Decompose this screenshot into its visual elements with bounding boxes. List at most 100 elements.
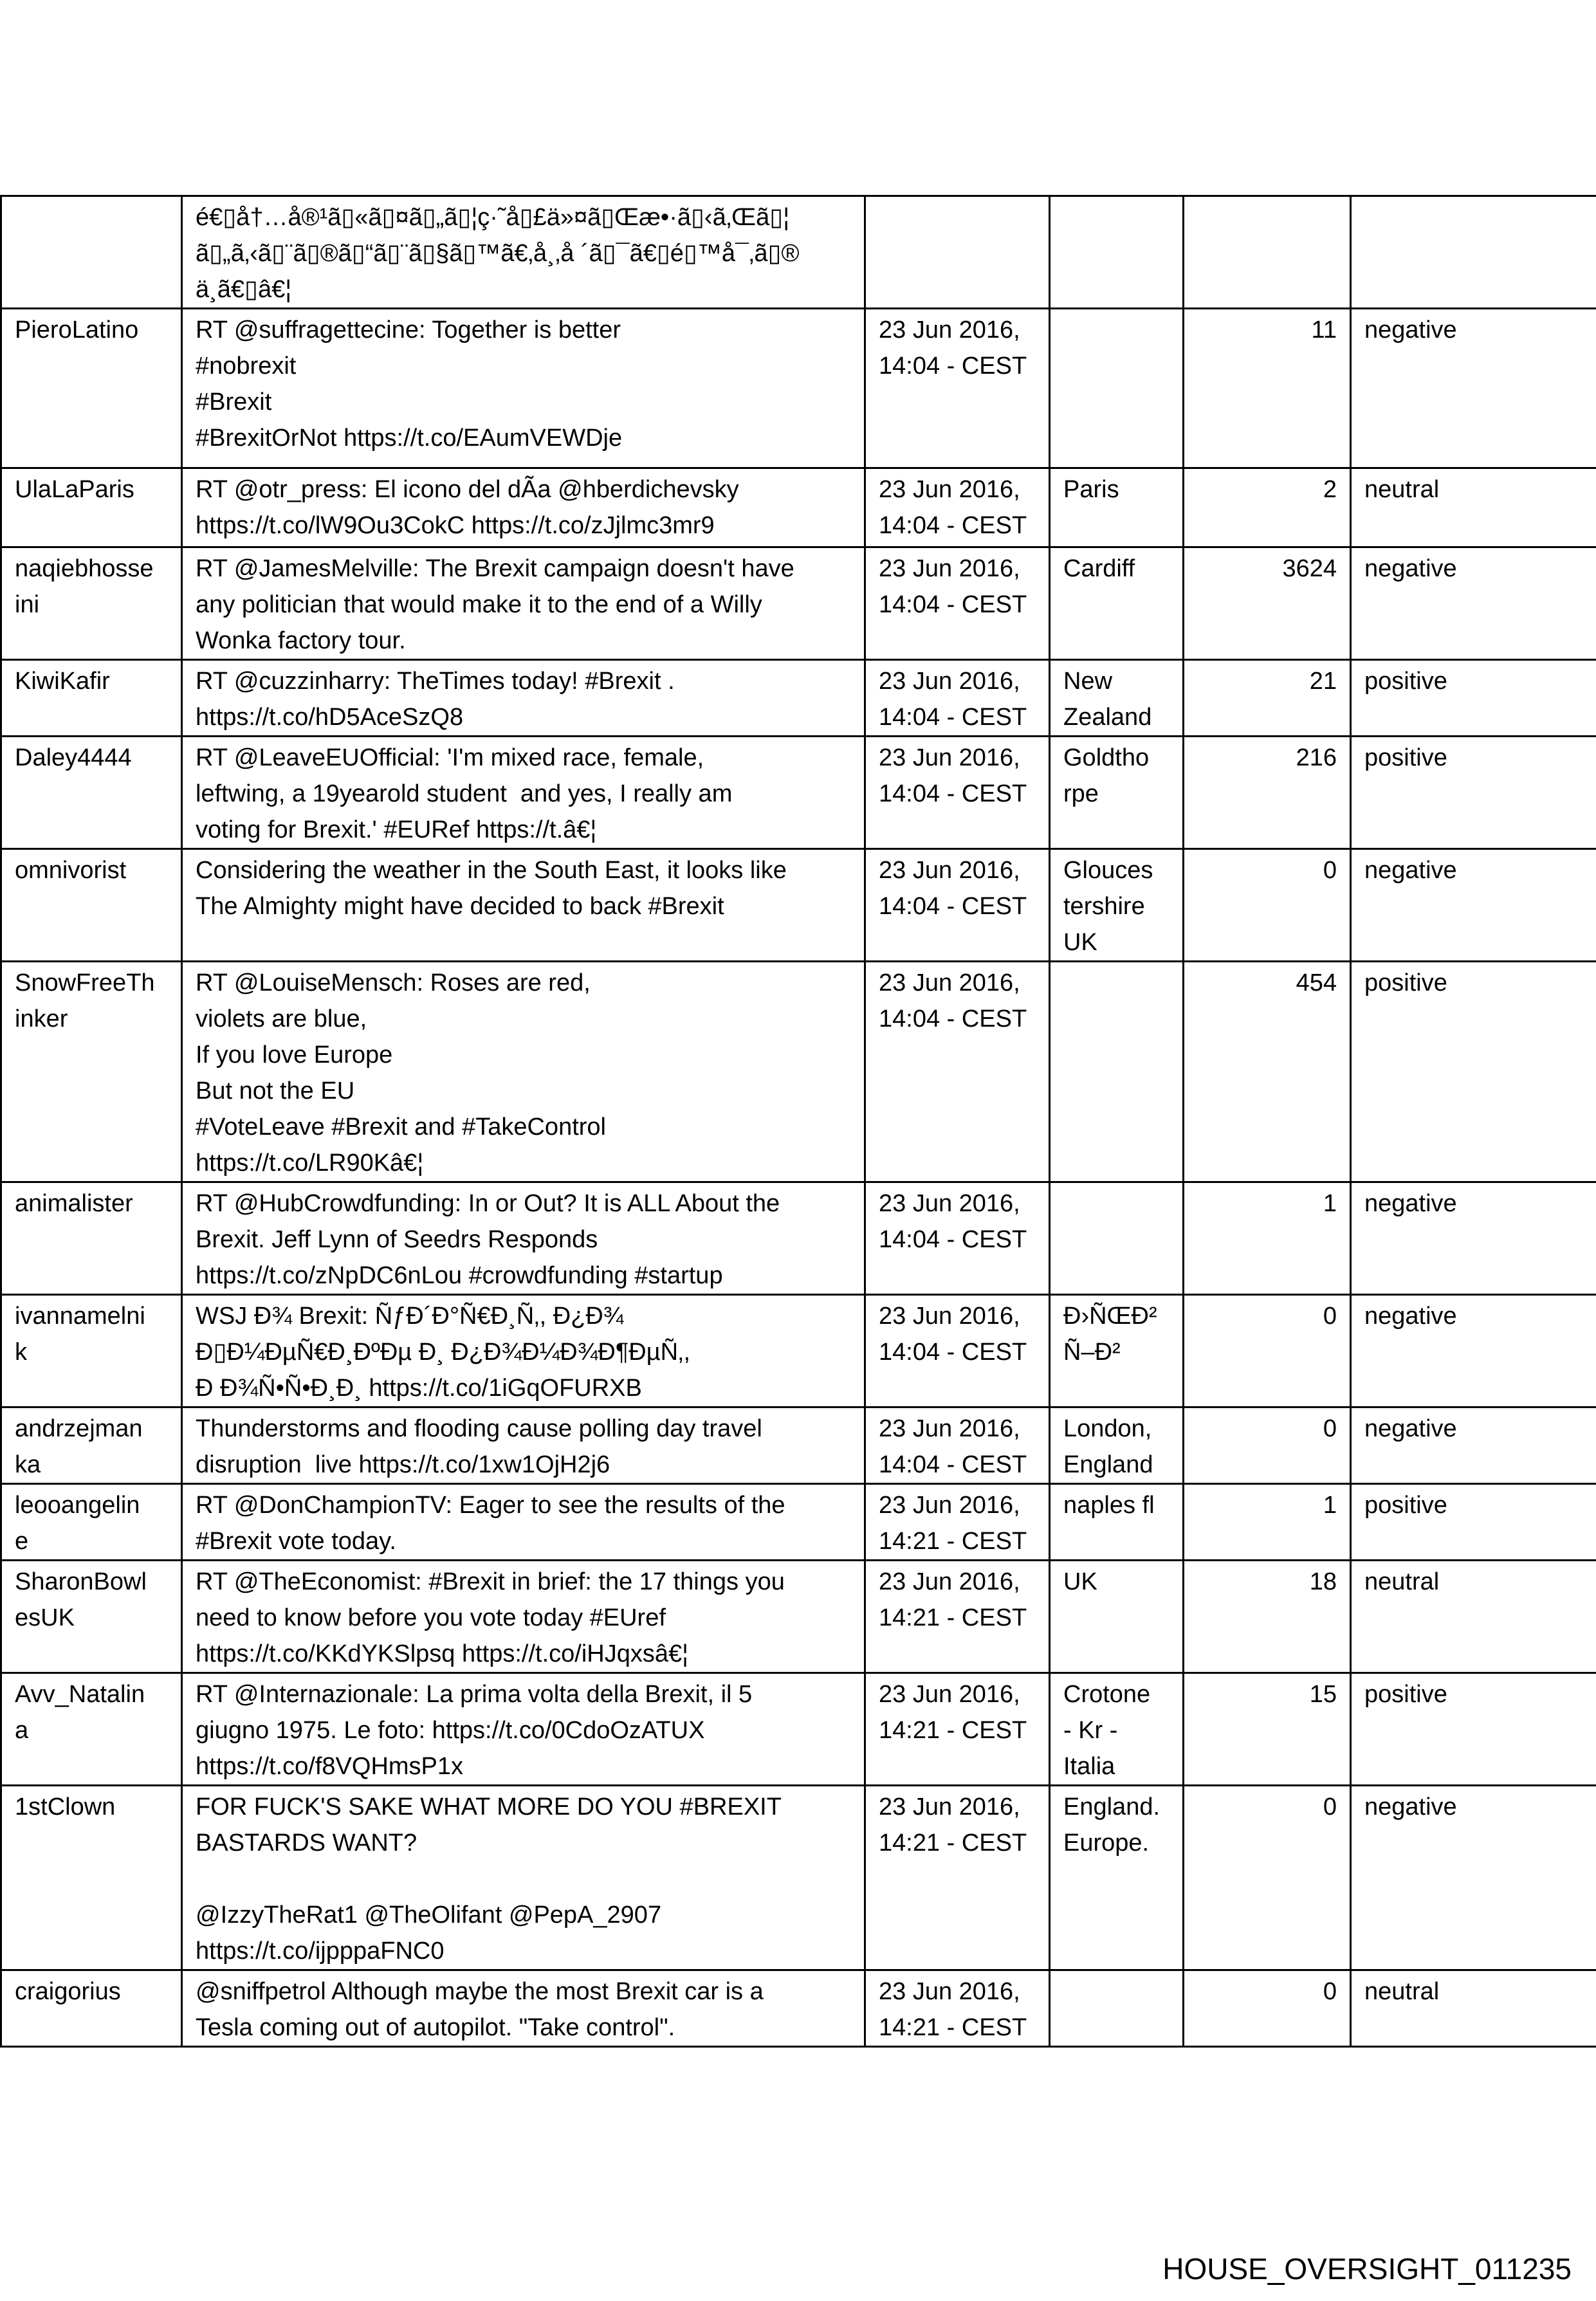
username-cell: animalister bbox=[0, 1181, 183, 1296]
sentiment-cell: negative bbox=[1350, 546, 1596, 661]
username-cell: PieroLatino bbox=[0, 307, 183, 469]
tweet-text-cell: RT @LouiseMensch: Roses are red, violets… bbox=[181, 960, 866, 1183]
retweet-count-cell: 216 bbox=[1182, 735, 1352, 850]
table-row: 1stClown FOR FUCK'S SAKE WHAT MORE DO YOU… bbox=[0, 1784, 1596, 1971]
table-row: UlaLaParis RT @otr_press: El icono del dÃ… bbox=[0, 467, 1596, 548]
date-cell: 23 Jun 2016, 14:04 - CEST bbox=[864, 546, 1050, 661]
table-row: Avv_Natalin a RT @Internazionale: La prim… bbox=[0, 1672, 1596, 1786]
username-cell: ivannamelni k bbox=[0, 1294, 183, 1408]
retweet-count-cell: 18 bbox=[1182, 1559, 1352, 1674]
username-cell: craigorius bbox=[0, 1969, 183, 2048]
table-row: SnowFreeTh inker RT @LouiseMensch: Roses … bbox=[0, 960, 1596, 1183]
location-cell bbox=[1049, 1969, 1184, 2048]
username-cell: leooangelin e bbox=[0, 1483, 183, 1561]
date-cell: 23 Jun 2016, 14:04 - CEST bbox=[864, 1294, 1050, 1408]
retweet-count-cell: 0 bbox=[1182, 1294, 1352, 1408]
sentiment-cell: negative bbox=[1350, 307, 1596, 469]
table-row: PieroLatino RT @suffragettecine: Together… bbox=[0, 307, 1596, 469]
sentiment-cell: negative bbox=[1350, 848, 1596, 962]
date-cell: 23 Jun 2016, 14:04 - CEST bbox=[864, 659, 1050, 737]
sentiment-cell: neutral bbox=[1350, 1559, 1596, 1674]
table-row: KiwiKafir RT @cuzzinharry: TheTimes today… bbox=[0, 659, 1596, 737]
table-row: SharonBowl esUK RT @TheEconomist: #Brexit… bbox=[0, 1559, 1596, 1674]
location-cell: Cardiff bbox=[1049, 546, 1184, 661]
username-cell: UlaLaParis bbox=[0, 467, 183, 548]
location-cell: Paris bbox=[1049, 467, 1184, 548]
date-cell: 23 Jun 2016, 14:21 - CEST bbox=[864, 1672, 1050, 1786]
sentiment-cell: negative bbox=[1350, 1181, 1596, 1296]
sentiment-cell: negative bbox=[1350, 1406, 1596, 1485]
location-cell: Ð›ÑŒÐ² Ñ–Ð² bbox=[1049, 1294, 1184, 1408]
location-cell bbox=[1049, 195, 1184, 309]
date-cell: 23 Jun 2016, 14:04 - CEST bbox=[864, 960, 1050, 1183]
sentiment-cell: positive bbox=[1350, 1483, 1596, 1561]
tweet-text-cell: RT @TheEconomist: #Brexit in brief: the … bbox=[181, 1559, 866, 1674]
sentiment-cell bbox=[1350, 195, 1596, 309]
location-cell bbox=[1049, 960, 1184, 1183]
username-cell: omnivorist bbox=[0, 848, 183, 962]
location-cell bbox=[1049, 307, 1184, 469]
username-cell: SharonBowl esUK bbox=[0, 1559, 183, 1674]
tweet-text-cell: RT @otr_press: El icono del dÃa @hberdic… bbox=[181, 467, 866, 548]
sentiment-cell: positive bbox=[1350, 960, 1596, 1183]
username-cell: naqiebhosse ini bbox=[0, 546, 183, 661]
location-cell: New Zealand bbox=[1049, 659, 1184, 737]
table-row: ivannamelni k WSJ Ð¾ Brexit: ÑƒÐ´Ð°Ñ€Ð¸Ñ‚… bbox=[0, 1294, 1596, 1408]
date-cell: 23 Jun 2016, 14:21 - CEST bbox=[864, 1969, 1050, 2048]
username-cell: Avv_Natalin a bbox=[0, 1672, 183, 1786]
tweet-text-cell: RT @Internazionale: La prima volta della… bbox=[181, 1672, 866, 1786]
tweet-text-cell: @sniffpetrol Although maybe the most Bre… bbox=[181, 1969, 866, 2048]
tweet-text-cell: Considering the weather in the South Eas… bbox=[181, 848, 866, 962]
date-cell: 23 Jun 2016, 14:04 - CEST bbox=[864, 307, 1050, 469]
date-cell: 23 Jun 2016, 14:04 - CEST bbox=[864, 467, 1050, 548]
sentiment-cell: negative bbox=[1350, 1784, 1596, 1971]
table-row: é€▯å†…å®¹ã▯«ã▯¤ã▯„ã▯¦ç·˜å▯£ä»¤ã▯Œæ•·ã▯‹ã… bbox=[0, 195, 1596, 309]
retweet-count-cell: 0 bbox=[1182, 1406, 1352, 1485]
username-cell bbox=[0, 195, 183, 309]
tweet-text-cell: RT @JamesMelville: The Brexit campaign d… bbox=[181, 546, 866, 661]
location-cell: London, England bbox=[1049, 1406, 1184, 1485]
retweet-count-cell: 21 bbox=[1182, 659, 1352, 737]
tweet-text-cell: RT @suffragettecine: Together is better … bbox=[181, 307, 866, 469]
date-cell: 23 Jun 2016, 14:04 - CEST bbox=[864, 735, 1050, 850]
retweet-count-cell: 1 bbox=[1182, 1181, 1352, 1296]
date-cell bbox=[864, 195, 1050, 309]
date-cell: 23 Jun 2016, 14:04 - CEST bbox=[864, 1181, 1050, 1296]
tweets-table: é€▯å†…å®¹ã▯«ã▯¤ã▯„ã▯¦ç·˜å▯£ä»¤ã▯Œæ•·ã▯‹ã… bbox=[0, 195, 1596, 2048]
username-cell: andrzejman ka bbox=[0, 1406, 183, 1485]
table-row: craigorius @sniffpetrol Although maybe th… bbox=[0, 1969, 1596, 2048]
date-cell: 23 Jun 2016, 14:21 - CEST bbox=[864, 1784, 1050, 1971]
location-cell: UK bbox=[1049, 1559, 1184, 1674]
retweet-count-cell: 0 bbox=[1182, 1784, 1352, 1971]
tweet-text-cell: WSJ Ð¾ Brexit: ÑƒÐ´Ð°Ñ€Ð¸Ñ‚, Ð¿Ð¾ Ð▯Ð¼Ðµ… bbox=[181, 1294, 866, 1408]
tweet-text-cell: RT @HubCrowdfunding: In or Out? It is AL… bbox=[181, 1181, 866, 1296]
table-row: naqiebhosse ini RT @JamesMelville: The Br… bbox=[0, 546, 1596, 661]
retweet-count-cell: 454 bbox=[1182, 960, 1352, 1183]
tweet-text-cell: é€▯å†…å®¹ã▯«ã▯¤ã▯„ã▯¦ç·˜å▯£ä»¤ã▯Œæ•·ã▯‹ã… bbox=[181, 195, 866, 309]
location-cell: Goldtho rpe bbox=[1049, 735, 1184, 850]
sentiment-cell: negative bbox=[1350, 1294, 1596, 1408]
tweet-text-cell: RT @DonChampionTV: Eager to see the resu… bbox=[181, 1483, 866, 1561]
table-row: andrzejman ka Thunderstorms and flooding … bbox=[0, 1406, 1596, 1485]
tweet-text-cell: FOR FUCK'S SAKE WHAT MORE DO YOU #BREXIT… bbox=[181, 1784, 866, 1971]
location-cell bbox=[1049, 1181, 1184, 1296]
table-row: leooangelin e RT @DonChampionTV: Eager to… bbox=[0, 1483, 1596, 1561]
retweet-count-cell bbox=[1182, 195, 1352, 309]
table-row: Daley4444 RT @LeaveEUOfficial: 'I'm mixed… bbox=[0, 735, 1596, 850]
retweet-count-cell: 2 bbox=[1182, 467, 1352, 548]
location-cell: England. Europe. bbox=[1049, 1784, 1184, 1971]
sentiment-cell: positive bbox=[1350, 1672, 1596, 1786]
retweet-count-cell: 0 bbox=[1182, 1969, 1352, 2048]
date-cell: 23 Jun 2016, 14:21 - CEST bbox=[864, 1559, 1050, 1674]
sentiment-cell: neutral bbox=[1350, 1969, 1596, 2048]
username-cell: 1stClown bbox=[0, 1784, 183, 1971]
sentiment-cell: neutral bbox=[1350, 467, 1596, 548]
table-row: animalister RT @HubCrowdfunding: In or Ou… bbox=[0, 1181, 1596, 1296]
retweet-count-cell: 11 bbox=[1182, 307, 1352, 469]
username-cell: Daley4444 bbox=[0, 735, 183, 850]
retweet-count-cell: 3624 bbox=[1182, 546, 1352, 661]
retweet-count-cell: 15 bbox=[1182, 1672, 1352, 1786]
tweet-text-cell: Thunderstorms and flooding cause polling… bbox=[181, 1406, 866, 1485]
tweet-text-cell: RT @LeaveEUOfficial: 'I'm mixed race, fe… bbox=[181, 735, 866, 850]
date-cell: 23 Jun 2016, 14:04 - CEST bbox=[864, 848, 1050, 962]
